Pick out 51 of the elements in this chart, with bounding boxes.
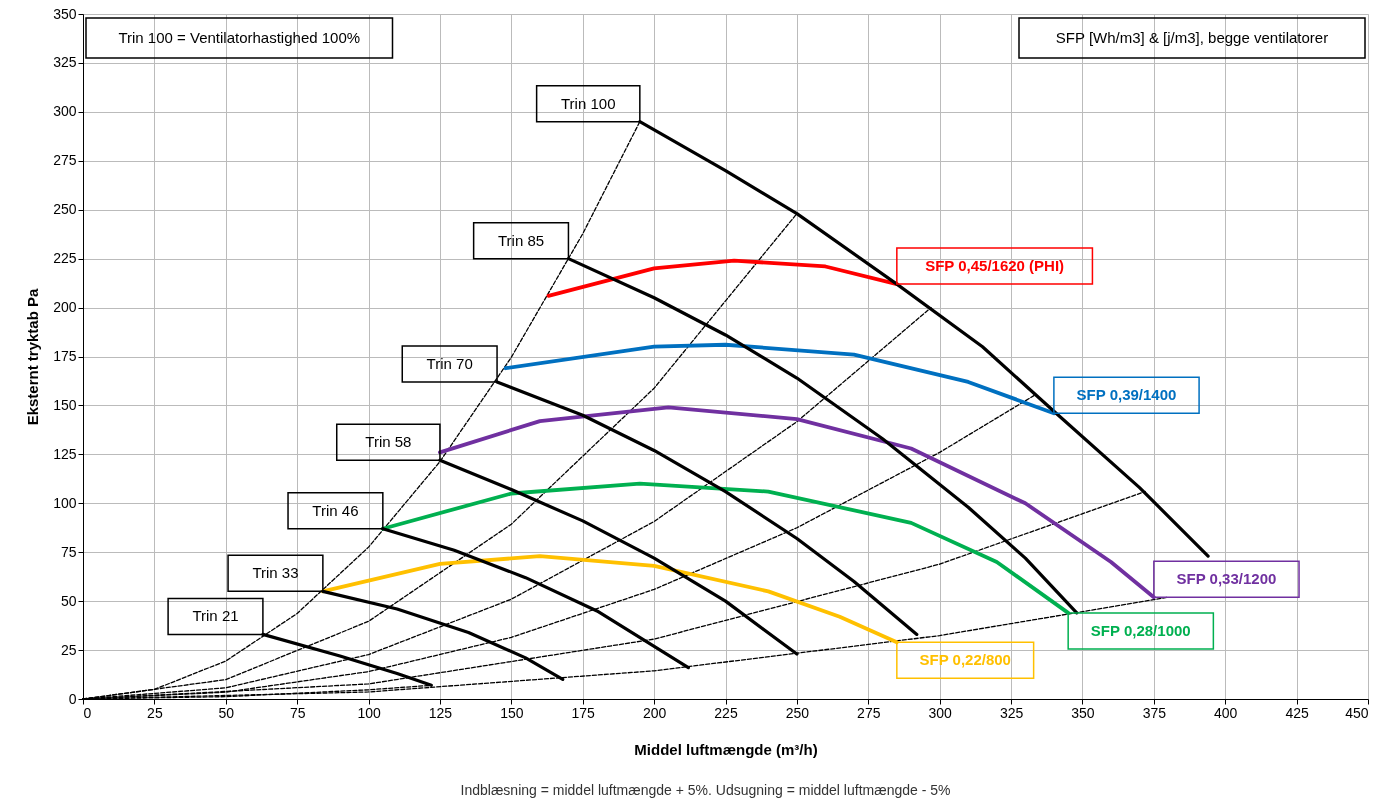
- y-tick-label: 350: [53, 5, 77, 22]
- x-tick-label: 75: [289, 704, 306, 721]
- y-tick-label: 325: [53, 54, 77, 71]
- series-label: Trin 21: [192, 607, 239, 625]
- x-tick-label: 400: [1214, 704, 1238, 721]
- y-tick-label: 75: [60, 543, 77, 560]
- x-tick-label: 375: [1142, 704, 1167, 721]
- y-tick-label: 250: [53, 201, 77, 218]
- text: SFP 0,45/1620 (PHI): [925, 257, 1065, 275]
- text: Trin 58: [365, 433, 412, 451]
- x-tick-label: 125: [428, 704, 453, 721]
- x-tick-label: 300: [928, 704, 953, 721]
- x-tick-label: 225: [714, 704, 738, 721]
- series-label: SFP 0,28/1000: [1090, 621, 1191, 639]
- x-tick-label: 250: [785, 704, 810, 721]
- x-tick-label: 275: [857, 704, 881, 721]
- y-tick-label: 25: [60, 641, 77, 658]
- y-tick-label: 50: [60, 592, 77, 609]
- series-label: SFP 0,39/1400: [1076, 386, 1177, 404]
- y-tick-label: 175: [53, 348, 77, 364]
- x-tick-label: 50: [218, 704, 235, 721]
- series-label: Trin 100: [560, 94, 616, 112]
- x-tick-label: 425: [1285, 704, 1309, 721]
- annotation: Trin 100 = Ventilatorhastighed 100%: [118, 29, 361, 46]
- y-axis-title: Eksternt tryktab Pa: [24, 287, 42, 426]
- x-tick-label: 450: [1345, 704, 1369, 721]
- x-tick-label: 100: [357, 704, 381, 721]
- y-tick-label: 0: [68, 690, 77, 707]
- series-label: Trin 33: [252, 564, 299, 582]
- y-tick-label: 200: [53, 299, 77, 316]
- y-tick-label: 150: [53, 396, 77, 413]
- text: Indblæsning = middel luftmængde + 5%. Udsugning = middel luftmængde - 5%: [460, 782, 951, 798]
- y-tick-label: 125: [53, 445, 77, 462]
- x-tick-label: 325: [999, 704, 1024, 721]
- series-label: Trin 46: [312, 501, 359, 519]
- x-tick-label: 0: [83, 704, 92, 721]
- y-tick-label: 100: [53, 494, 77, 511]
- x-tick-label: 25: [147, 704, 163, 721]
- y-tick-label: 225: [53, 250, 77, 267]
- x-tick-label: 175: [571, 704, 596, 721]
- series-label: SFP 0,33/1200: [1176, 570, 1277, 588]
- x-tick-label: 150: [500, 704, 524, 721]
- x-tick-label: 350: [1071, 704, 1095, 721]
- x-axis-title: Middel luftmængde (m³/h): [634, 740, 818, 758]
- x-tick-label: 200: [642, 704, 667, 721]
- series-label: Trin 85: [497, 231, 545, 249]
- annotation: SFP [Wh/m3] & [j/m3], begge ventilatorer: [1055, 29, 1329, 46]
- y-tick-label: 300: [53, 103, 77, 120]
- y-tick-label: 275: [53, 152, 77, 169]
- series-label: SFP 0,22/800: [919, 651, 1011, 669]
- series-label: Trin 70: [426, 354, 473, 372]
